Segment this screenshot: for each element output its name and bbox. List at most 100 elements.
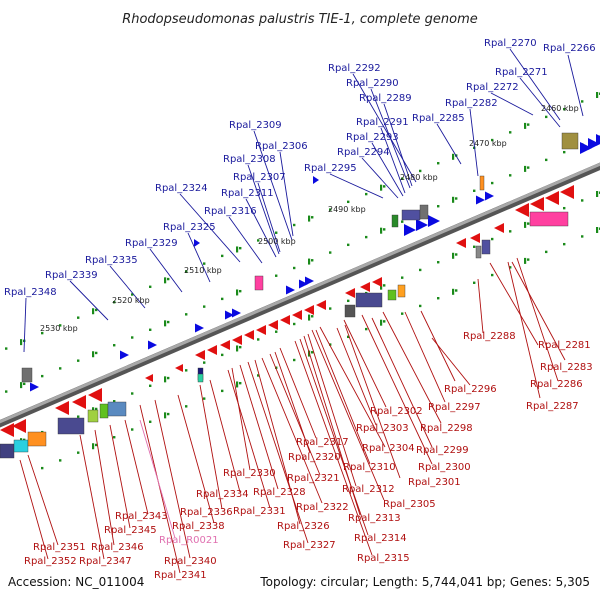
gene-label[interactable]: Rpal_2291 bbox=[356, 117, 409, 128]
gene-label[interactable]: Rpal_2302 bbox=[370, 406, 423, 417]
track-tick bbox=[308, 258, 311, 265]
gene-label[interactable]: Rpal_2290 bbox=[346, 78, 399, 89]
gene-label[interactable]: Rpal_2334 bbox=[196, 489, 249, 500]
gene-label[interactable]: Rpal_2312 bbox=[342, 484, 395, 495]
gene-arrow bbox=[30, 382, 39, 392]
gene-label[interactable]: Rpal_2345 bbox=[104, 525, 157, 536]
gene-label[interactable]: Rpal_2326 bbox=[277, 521, 330, 532]
gene-label[interactable]: Rpal_2338 bbox=[172, 521, 225, 532]
track-tick bbox=[164, 277, 167, 284]
gene-label[interactable]: Rpal_2322 bbox=[296, 502, 349, 513]
track-dot bbox=[95, 407, 98, 411]
gene-box bbox=[397, 284, 406, 298]
gene-label[interactable]: Rpal_2305 bbox=[383, 499, 436, 510]
gene-label[interactable]: Rpal_2310 bbox=[343, 462, 396, 473]
gene-arrow bbox=[120, 350, 129, 360]
gene-label[interactable]: Rpal_2309 bbox=[229, 120, 282, 131]
gene-label[interactable]: Rpal_2351 bbox=[33, 542, 86, 553]
gene-label[interactable]: Rpal_2271 bbox=[495, 67, 548, 78]
track-dot bbox=[257, 338, 260, 341]
connector-line bbox=[294, 340, 373, 556]
gene-label[interactable]: Rpal_2296 bbox=[444, 384, 497, 395]
gene-arrow bbox=[194, 239, 200, 247]
gene-label[interactable]: Rpal_2307 bbox=[233, 172, 286, 183]
gene-label[interactable]: Rpal_2272 bbox=[466, 82, 519, 93]
gene-label[interactable]: Rpal_R0021 bbox=[159, 535, 219, 546]
gene-label[interactable]: Rpal_2346 bbox=[91, 542, 144, 553]
gene-label[interactable]: Rpal_2283 bbox=[540, 362, 593, 373]
kbp-tick-label: 2460 kbp bbox=[541, 104, 579, 113]
gene-label[interactable]: Rpal_2348 bbox=[4, 287, 57, 298]
gene-label[interactable]: Rpal_2340 bbox=[164, 556, 217, 567]
gene-label[interactable]: Rpal_2282 bbox=[445, 98, 498, 109]
connector-line bbox=[239, 364, 279, 490]
connector-line bbox=[343, 319, 387, 408]
gene-label[interactable]: Rpal_2347 bbox=[79, 556, 132, 567]
gene-arrow bbox=[195, 350, 205, 360]
gene-label[interactable]: Rpal_2329 bbox=[125, 238, 178, 249]
gene-label[interactable]: Rpal_2317 bbox=[296, 437, 349, 448]
gene-label[interactable]: Rpal_2315 bbox=[357, 553, 410, 564]
gene-label[interactable]: Rpal_2306 bbox=[255, 141, 308, 152]
gene-label[interactable]: Rpal_2324 bbox=[155, 183, 208, 194]
gene-label[interactable]: Rpal_2289 bbox=[359, 93, 412, 104]
gene-label[interactable]: Rpal_2303 bbox=[356, 423, 409, 434]
track-dot bbox=[113, 301, 116, 304]
connector-line bbox=[469, 108, 479, 177]
gene-label[interactable]: Rpal_2341 bbox=[154, 570, 207, 581]
track-dot bbox=[95, 308, 98, 312]
gene-label[interactable]: Rpal_2321 bbox=[287, 473, 340, 484]
gene-arrow bbox=[207, 345, 217, 355]
gene-label[interactable]: Rpal_2295 bbox=[304, 163, 357, 174]
gene-label[interactable]: Rpal_2327 bbox=[283, 540, 336, 551]
gene-arrow bbox=[286, 285, 295, 295]
connector-line bbox=[269, 353, 321, 476]
gene-label[interactable]: Rpal_2330 bbox=[223, 468, 276, 479]
gene-label[interactable]: Rpal_2311 bbox=[221, 188, 274, 199]
gene-box bbox=[27, 431, 47, 447]
gene-label[interactable]: Rpal_2328 bbox=[253, 487, 306, 498]
gene-label[interactable]: Rpal_2316 bbox=[204, 206, 257, 217]
gene-label[interactable]: Rpal_2266 bbox=[543, 43, 596, 54]
gene-label[interactable]: Rpal_2293 bbox=[346, 132, 399, 143]
gene-label[interactable]: Rpal_2300 bbox=[418, 462, 471, 473]
gene-label[interactable]: Rpal_2270 bbox=[484, 38, 537, 49]
gene-label[interactable]: Rpal_2297 bbox=[428, 402, 481, 413]
track-dot bbox=[41, 331, 44, 335]
track-dot bbox=[203, 305, 206, 308]
gene-label[interactable]: Rpal_2298 bbox=[420, 423, 473, 434]
gene-label[interactable]: Rpal_2325 bbox=[163, 222, 216, 233]
track-tick bbox=[92, 308, 95, 315]
track-dot bbox=[419, 268, 422, 272]
track-tick bbox=[164, 320, 167, 327]
gene-label[interactable]: Rpal_2308 bbox=[223, 154, 276, 165]
gene-label[interactable]: Rpal_2299 bbox=[416, 445, 469, 456]
gene-label[interactable]: Rpal_2292 bbox=[328, 63, 381, 74]
connector-line bbox=[177, 394, 215, 524]
track-dot bbox=[401, 276, 404, 279]
gene-label[interactable]: Rpal_2343 bbox=[115, 511, 168, 522]
gene-label[interactable]: Rpal_2304 bbox=[362, 443, 415, 454]
track-dot bbox=[347, 243, 350, 247]
gene-label[interactable]: Rpal_2301 bbox=[408, 477, 461, 488]
track-tick bbox=[596, 92, 599, 99]
gene-label[interactable]: Rpal_2352 bbox=[24, 556, 77, 567]
gene-label[interactable]: Rpal_2287 bbox=[526, 401, 579, 412]
gene-arrow bbox=[588, 138, 600, 150]
gene-label[interactable]: Rpal_2281 bbox=[538, 340, 591, 351]
track-tick bbox=[236, 246, 239, 253]
gene-arrow bbox=[494, 223, 504, 233]
track-dot bbox=[275, 231, 278, 234]
gene-label[interactable]: Rpal_2294 bbox=[337, 147, 390, 158]
gene-label[interactable]: Rpal_2336 bbox=[180, 507, 233, 518]
track-dot bbox=[293, 223, 296, 227]
gene-label[interactable]: Rpal_2314 bbox=[354, 533, 407, 544]
gene-label[interactable]: Rpal_2313 bbox=[348, 513, 401, 524]
gene-label[interactable]: Rpal_2320 bbox=[288, 452, 341, 463]
gene-label[interactable]: Rpal_2339 bbox=[45, 270, 98, 281]
gene-label[interactable]: Rpal_2285 bbox=[412, 113, 465, 124]
gene-label[interactable]: Rpal_2288 bbox=[463, 331, 516, 342]
gene-label[interactable]: Rpal_2286 bbox=[530, 379, 583, 390]
gene-label[interactable]: Rpal_2331 bbox=[233, 506, 286, 517]
gene-label[interactable]: Rpal_2335 bbox=[85, 255, 138, 266]
